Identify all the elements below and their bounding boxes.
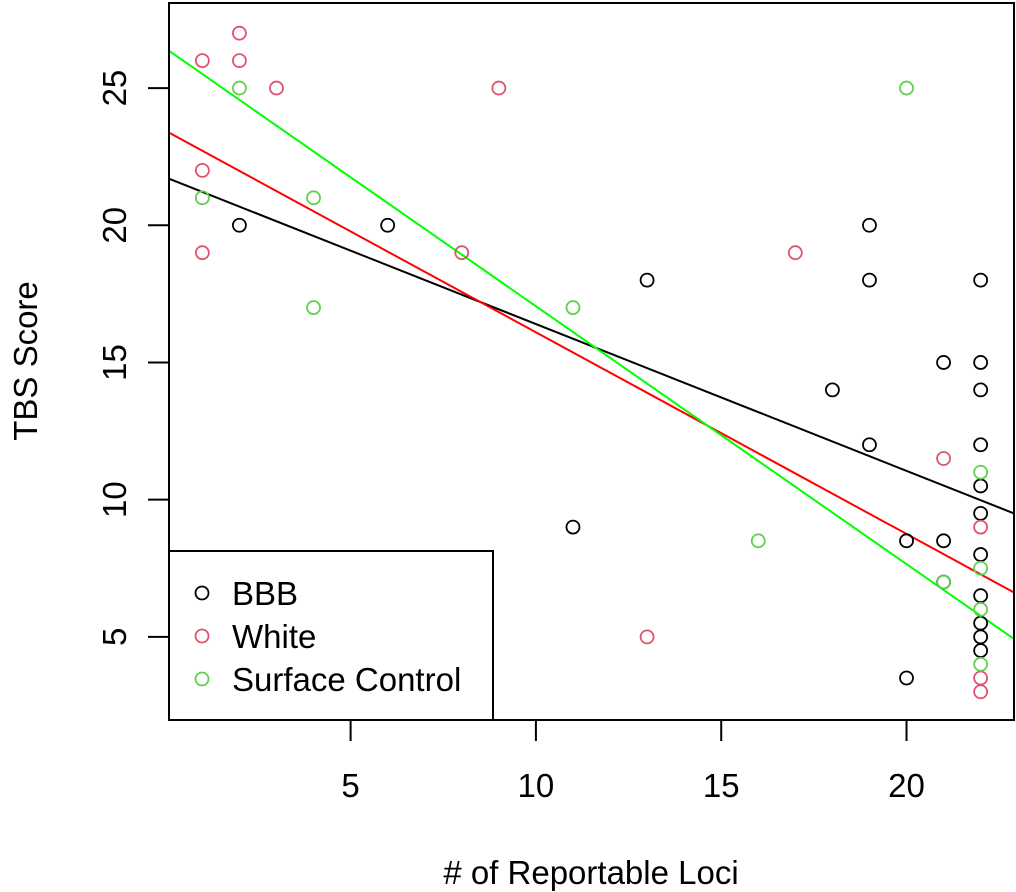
data-point — [973, 547, 989, 562]
data-point — [973, 272, 989, 288]
data-point — [194, 190, 210, 206]
data-point — [899, 670, 914, 686]
y-tick-label: 5 — [96, 628, 133, 646]
data-point — [194, 53, 210, 69]
data-point — [232, 53, 247, 69]
data-point — [232, 217, 247, 233]
legend-box — [168, 550, 494, 721]
y-tick-label: 15 — [96, 344, 133, 381]
data-point — [973, 656, 989, 672]
y-axis: 5 10 15 20 25 — [96, 70, 170, 646]
legend-marker — [194, 585, 210, 601]
data-point — [973, 560, 989, 576]
legend-marker — [194, 628, 210, 644]
x-tick-label: 15 — [703, 767, 740, 804]
data-point — [380, 217, 396, 233]
regression-line — [168, 131, 1015, 594]
data-point — [973, 684, 989, 700]
x-tick-label: 5 — [341, 767, 359, 804]
data-point — [973, 437, 989, 453]
x-tick-label: 10 — [518, 767, 555, 804]
data-point — [232, 25, 247, 41]
y-tick-label: 25 — [96, 70, 133, 107]
legend-label: Surface Control — [232, 661, 461, 698]
data-point — [639, 629, 655, 645]
data-point — [639, 272, 655, 288]
data-point — [973, 519, 989, 535]
data-point — [862, 437, 877, 453]
data-point — [973, 670, 989, 686]
data-point — [973, 355, 989, 370]
data-point — [973, 602, 989, 617]
data-point — [973, 382, 989, 398]
data-point — [899, 80, 914, 96]
data-point — [232, 80, 247, 96]
data-point — [936, 451, 951, 466]
data-point — [824, 382, 840, 398]
data-point — [194, 245, 210, 261]
x-axis: 5 10 15 20 — [341, 719, 925, 804]
data-point — [936, 355, 951, 370]
y-tick-label: 20 — [96, 207, 133, 244]
data-point — [973, 478, 989, 494]
data-point — [454, 245, 470, 261]
data-point — [936, 574, 951, 590]
legend-marker — [194, 671, 210, 687]
regression-line — [168, 50, 1015, 640]
data-point — [973, 643, 989, 658]
data-point — [862, 217, 877, 233]
regression-lines — [168, 50, 1015, 640]
data-point — [269, 80, 284, 96]
data-point — [862, 272, 877, 288]
data-point — [565, 519, 581, 535]
legend: BBB White Surface Control — [168, 550, 494, 721]
data-point — [565, 300, 581, 315]
y-axis-title: TBS Score — [7, 281, 44, 441]
data-point — [491, 80, 507, 96]
data-points — [194, 25, 989, 700]
data-point — [787, 245, 803, 261]
data-point — [306, 190, 321, 206]
data-point — [306, 300, 321, 315]
legend-label: White — [232, 618, 316, 655]
data-point — [194, 162, 210, 178]
y-tick-label: 10 — [96, 481, 133, 518]
data-point — [973, 615, 989, 631]
data-point — [750, 533, 766, 549]
x-tick-label: 20 — [888, 767, 925, 804]
data-point — [899, 533, 914, 549]
data-point — [973, 588, 989, 604]
legend-label: BBB — [232, 575, 298, 612]
x-axis-title: # of Reportable Loci — [443, 854, 738, 891]
data-point — [973, 505, 989, 521]
data-point — [973, 464, 989, 480]
data-point — [973, 629, 989, 645]
data-point — [936, 533, 951, 549]
